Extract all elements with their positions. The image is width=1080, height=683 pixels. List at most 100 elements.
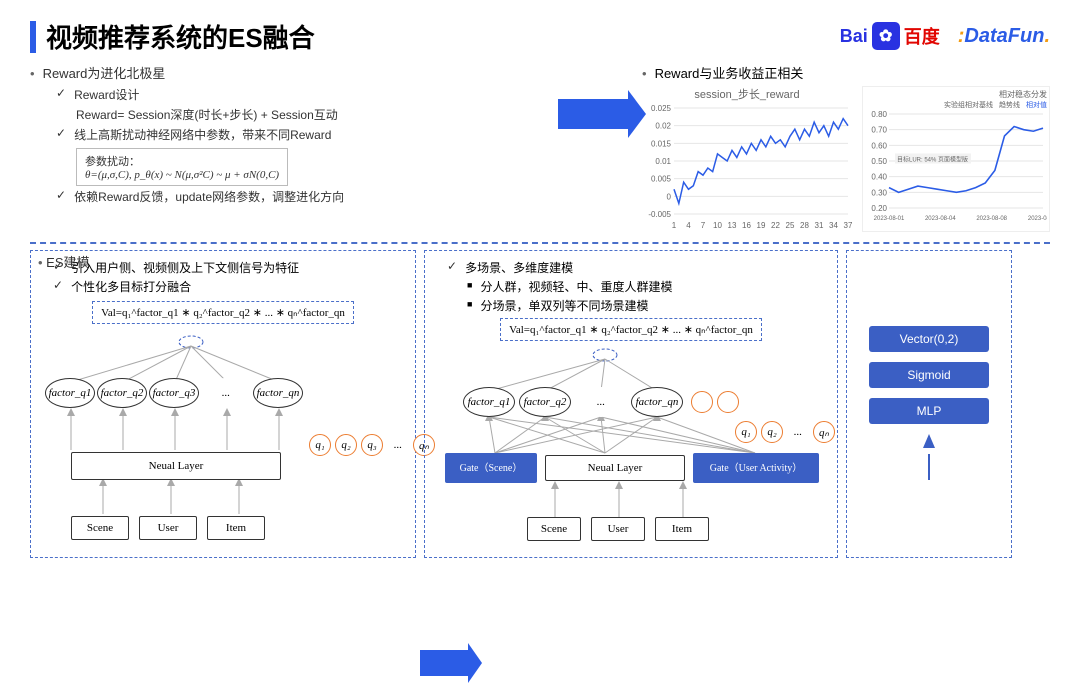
input-scene: Scene — [71, 516, 129, 540]
up-arrow-icon — [923, 434, 935, 448]
svg-text:0.30: 0.30 — [871, 188, 887, 197]
pm-val: Val=q₁^factor_q1 ∗ q₂^factor_q2 ∗ ... ∗ … — [500, 318, 762, 341]
svg-text:28: 28 — [800, 221, 809, 230]
q-node: ... — [387, 434, 409, 456]
leg3: 相对值 — [1026, 100, 1047, 110]
svg-text:0.70: 0.70 — [871, 126, 887, 135]
chart1-title: session_步长_reward — [642, 86, 852, 102]
svg-text:4: 4 — [686, 221, 691, 230]
input-item: Item — [655, 517, 709, 541]
chart2-box: 相对稳态分发 实验组相对基线 趋势线 相对值 0.200.300.400.500… — [862, 86, 1050, 232]
gate-scene: Gate（Scene） — [445, 453, 537, 483]
svg-text:0.015: 0.015 — [651, 139, 672, 148]
svg-text:0.20: 0.20 — [871, 204, 887, 213]
factor-node: ... — [201, 378, 251, 408]
baidu-text-cn: 百度 — [904, 23, 940, 49]
page-title: 视频推荐系统的ES融合 — [46, 18, 315, 55]
box-label: 参数扰动： — [85, 153, 279, 169]
orange-node — [717, 391, 739, 413]
diagram-mid: factor_q1factor_q2...factor_qnq₁q₂...qₙG… — [435, 345, 827, 545]
big-arrow-icon — [558, 99, 628, 129]
box-mlp: MLP — [869, 398, 989, 424]
svg-text:-0.005: -0.005 — [648, 210, 671, 219]
chart1-svg: -0.00500.0050.010.0150.020.0251471013161… — [642, 102, 852, 232]
svg-text:2023-08-08: 2023-08-08 — [976, 216, 1007, 222]
logo-group: Bai ✿ 百度 :DataFun. — [840, 22, 1050, 50]
pl-val: Val=q₁^factor_q1 ∗ q₂^factor_q2 ∗ ... ∗ … — [92, 301, 354, 324]
svg-text:2023-08-01: 2023-08-01 — [874, 216, 905, 222]
reward-section: Reward为进化北极星 Reward设计 Reward= Session深度(… — [30, 63, 544, 232]
panel-left: 引入用户侧、视频侧及上下文侧信号为特征 个性化多目标打分融合 Val=q₁^fa… — [30, 250, 416, 558]
svg-text:2023-08-04: 2023-08-04 — [925, 216, 956, 222]
pm-b1: 多场景、多维度建模 — [447, 259, 827, 276]
reward-design: Reward设计 — [56, 86, 544, 103]
pl-b1-t: 引入用户侧、视频侧及上下文侧信号为特征 — [71, 259, 299, 276]
leg1: 实验组相对基线 — [944, 100, 993, 110]
neural-layer: Neual Layer — [71, 452, 281, 480]
charts-row: session_步长_reward -0.005 0 0.005 0.01 0.015 0… — [642, 86, 1050, 232]
chart2-svg: 0.200.300.400.500.600.700.80目标LUR: 54% 页… — [865, 110, 1047, 222]
df-rest: ataFun — [979, 25, 1045, 47]
panel-right: Vector(0,2) Sigmoid MLP — [846, 250, 1012, 558]
svg-text:0.005: 0.005 — [651, 175, 672, 184]
perturb-formula-box: 参数扰动： θ=(μ,σ,C), p_θ(x) ~ N(μ,σ²C) ~ μ +… — [76, 148, 288, 186]
input-scene: Scene — [527, 517, 581, 541]
q-node: q₂ — [335, 434, 357, 456]
gate-user-activity: Gate（User Activity） — [693, 453, 819, 483]
section-divider — [30, 242, 1050, 244]
svg-text:0.02: 0.02 — [655, 122, 671, 131]
svg-text:37: 37 — [844, 221, 852, 230]
box-formula: θ=(μ,σ,C), p_θ(x) ~ N(μ,σ²C) ~ μ + σN(0,… — [85, 169, 279, 181]
input-user: User — [591, 517, 645, 541]
pm-b3-t: 分场景，单双列等不同场景建模 — [480, 297, 648, 314]
factor-node: ... — [575, 387, 627, 417]
svg-text:7: 7 — [701, 221, 706, 230]
factor-node: factor_q3 — [149, 378, 199, 408]
q-node: q₂ — [761, 421, 783, 443]
panel-mid: 多场景、多维度建模 分人群，视频轻、中、重度人群建模 分场景，单双列等不同场景建… — [424, 250, 838, 558]
factor-node: factor_q2 — [97, 378, 147, 408]
pl-b1: 引入用户侧、视频侧及上下文侧信号为特征 — [53, 259, 405, 276]
reward-design-text: Reward设计 — [74, 86, 139, 103]
reward-formula1: Reward= Session深度(时长+步长) + Session互动 — [76, 106, 544, 123]
svg-text:0.60: 0.60 — [871, 141, 887, 150]
factor-node: factor_q2 — [519, 387, 571, 417]
svg-text:31: 31 — [815, 221, 824, 230]
bottom-row: 引入用户侧、视频侧及上下文侧信号为特征 个性化多目标打分融合 Val=q₁^fa… — [0, 250, 1080, 558]
svg-text:0.01: 0.01 — [655, 157, 671, 166]
svg-text:16: 16 — [742, 221, 751, 230]
pm-b1-t: 多场景、多维度建模 — [465, 259, 573, 276]
baidu-paw-icon: ✿ — [872, 22, 900, 50]
chart1-box: session_步长_reward -0.005 0 0.005 0.01 0.015 0… — [642, 86, 852, 232]
svg-text:0.40: 0.40 — [871, 173, 887, 182]
q-node: ... — [787, 421, 809, 443]
svg-text:34: 34 — [829, 221, 838, 230]
q-node: qₙ — [813, 421, 835, 443]
diagram-mid-svg — [435, 345, 829, 545]
df-dot: . — [1044, 25, 1050, 47]
svg-text:0.80: 0.80 — [871, 110, 887, 119]
input-user: User — [139, 516, 197, 540]
reward-update-text: 依赖Reward反馈，update网络参数，调整进化方向 — [74, 188, 344, 205]
svg-text:0.50: 0.50 — [871, 157, 887, 166]
df-d: D — [964, 25, 978, 47]
svg-text:2023-08-11: 2023-08-11 — [1028, 216, 1047, 222]
chart-heading-text: Reward与业务收益正相关 — [655, 63, 804, 82]
factor-node: factor_qn — [253, 378, 303, 408]
reward-heading: Reward为进化北极星 — [30, 63, 544, 82]
svg-text:0.025: 0.025 — [651, 104, 672, 113]
chart2-legend: 实验组相对基线 趋势线 相对值 — [865, 100, 1047, 110]
pl-b2: 个性化多目标打分融合 — [53, 278, 405, 295]
reward-perturb: 线上高斯扰动神经网络中参数，带来不同Reward — [56, 126, 544, 143]
top-row: Reward为进化北极星 Reward设计 Reward= Session深度(… — [0, 63, 1080, 232]
pm-val-wrap: Val=q₁^factor_q1 ∗ q₂^factor_q2 ∗ ... ∗ … — [435, 318, 827, 341]
svg-text:1: 1 — [672, 221, 677, 230]
box-vector: Vector(0,2) — [869, 326, 989, 352]
svg-text:0: 0 — [667, 192, 672, 201]
pm-b3: 分场景，单双列等不同场景建模 — [467, 297, 827, 314]
mid-arrow-icon — [420, 650, 468, 676]
title-accent-bar — [30, 21, 36, 53]
input-item: Item — [207, 516, 265, 540]
svg-text:19: 19 — [757, 221, 766, 230]
reward-perturb-text: 线上高斯扰动神经网络中参数，带来不同Reward — [74, 126, 331, 143]
